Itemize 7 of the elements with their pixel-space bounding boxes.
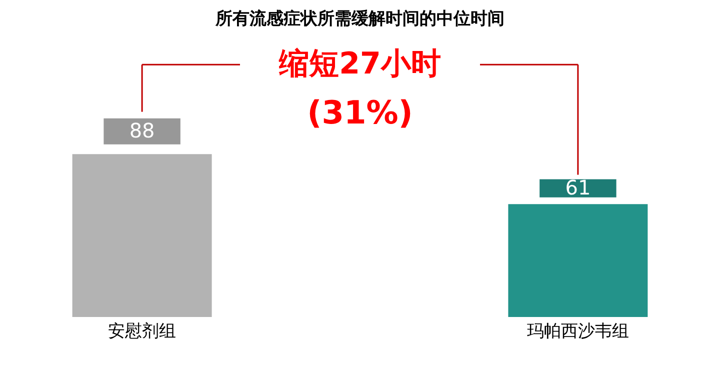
chart-title: 所有流感症状所需缓解时间的中位时间 bbox=[214, 9, 504, 29]
x-tick-label: 玛帕西沙韦组 bbox=[526, 322, 629, 342]
data-label: 88 bbox=[129, 118, 155, 142]
x-tick-label: 安慰剂组 bbox=[108, 322, 176, 342]
text: (31%) bbox=[307, 93, 413, 132]
data-label: 61 bbox=[565, 175, 591, 200]
text: 缩短27小时 bbox=[278, 46, 441, 82]
